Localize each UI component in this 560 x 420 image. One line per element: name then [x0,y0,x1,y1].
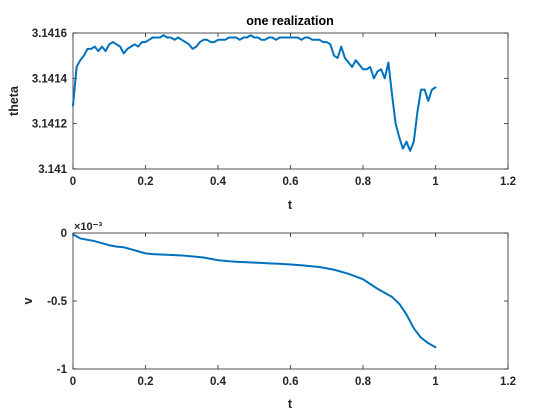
top-plot-frame [72,32,509,170]
bottom-plot-ylabel: v [21,297,35,304]
top-plot-xtick-label: 0.2 [138,176,154,188]
top-plot-title: one realization [246,14,334,28]
bottom-plot-xtick-label: 0 [70,376,76,388]
bottom-plot-yticks: -1 -0.5 0 [47,228,508,376]
top-plot: one realization t theta 0 0.2 0.4 0.6 0.8 1 1.… [7,14,516,212]
top-plot-xtick-label: 1 [432,176,439,188]
bottom-plot-xtick-label: 0.4 [210,376,227,388]
top-plot-yticks: 3.141 3.1412 3.1414 3.1416 [32,28,508,176]
bottom-plot: ×10⁻³ t v 0 0.2 0.4 0.6 0.8 1 1.2 -1 -0.5 0 [21,221,516,411]
top-plot-ytick-label: 3.141 [38,164,67,176]
bottom-plot-xtick-label: 0.8 [355,376,372,388]
bottom-plot-xlabel: t [288,397,293,411]
top-plot-xticks: 0 0.2 0.4 0.6 0.8 1 1.2 [70,33,516,188]
bottom-plot-frame [72,232,509,370]
bottom-plot-xtick-label: 1.2 [500,376,516,388]
bottom-plot-ytick-label: -1 [57,364,68,376]
top-plot-xtick-label: 0.4 [210,176,227,188]
bottom-plot-ytick-label: -0.5 [47,296,67,308]
bottom-plot-xtick-label: 1 [432,376,439,388]
bottom-plot-xtick-label: 0.6 [283,376,299,388]
top-plot-xtick-label: 0.8 [355,176,372,188]
top-plot-xtick-label: 1.2 [500,176,516,188]
bottom-plot-exponent-label: ×10⁻³ [74,221,102,233]
top-plot-ytick-label: 3.1416 [32,28,67,40]
bottom-plot-v-line [72,233,437,349]
top-plot-xlabel: t [288,198,293,212]
top-plot-ytick-label: 3.1414 [32,73,68,85]
top-plot-ytick-label: 3.1412 [32,119,67,131]
top-plot-theta-line [72,34,437,152]
top-plot-ylabel: theta [7,85,21,116]
top-plot-xtick-label: 0 [70,176,76,188]
bottom-plot-xticks: 0 0.2 0.4 0.6 0.8 1 1.2 [70,233,516,388]
bottom-plot-xtick-label: 0.2 [138,376,154,388]
bottom-plot-ytick-label: 0 [61,228,67,240]
top-plot-xtick-label: 0.6 [283,176,299,188]
